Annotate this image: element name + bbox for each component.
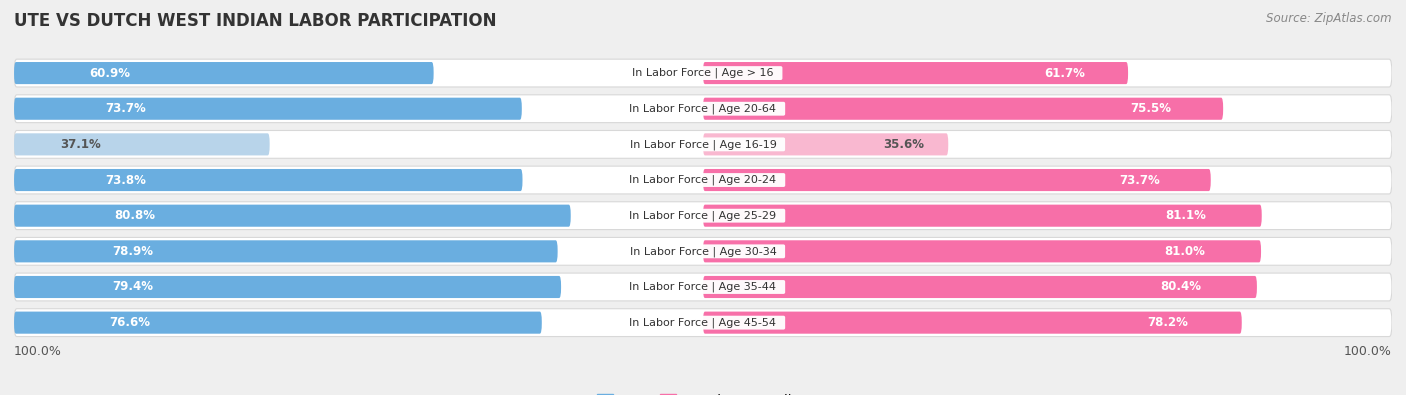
FancyBboxPatch shape: [14, 59, 1392, 87]
FancyBboxPatch shape: [14, 276, 561, 298]
Text: 100.0%: 100.0%: [14, 345, 62, 358]
Text: 80.4%: 80.4%: [1160, 280, 1202, 293]
Text: 73.7%: 73.7%: [105, 102, 146, 115]
Text: 73.7%: 73.7%: [1119, 173, 1160, 186]
Text: 60.9%: 60.9%: [90, 67, 131, 79]
FancyBboxPatch shape: [703, 240, 1261, 262]
Text: In Labor Force | Age 35-44: In Labor Force | Age 35-44: [623, 282, 783, 292]
Text: 78.2%: 78.2%: [1147, 316, 1188, 329]
FancyBboxPatch shape: [703, 169, 1211, 191]
Text: 76.6%: 76.6%: [110, 316, 150, 329]
Text: 35.6%: 35.6%: [883, 138, 924, 151]
Text: 81.1%: 81.1%: [1166, 209, 1206, 222]
FancyBboxPatch shape: [14, 202, 1392, 229]
FancyBboxPatch shape: [14, 273, 1392, 301]
Text: In Labor Force | Age > 16: In Labor Force | Age > 16: [626, 68, 780, 78]
FancyBboxPatch shape: [703, 98, 1223, 120]
Text: In Labor Force | Age 16-19: In Labor Force | Age 16-19: [623, 139, 783, 150]
Text: 73.8%: 73.8%: [105, 173, 146, 186]
FancyBboxPatch shape: [14, 240, 558, 262]
FancyBboxPatch shape: [14, 312, 541, 334]
FancyBboxPatch shape: [14, 62, 433, 84]
Text: 80.8%: 80.8%: [114, 209, 155, 222]
Legend: Ute, Dutch West Indian: Ute, Dutch West Indian: [598, 394, 808, 395]
FancyBboxPatch shape: [703, 276, 1257, 298]
Text: 61.7%: 61.7%: [1045, 67, 1085, 79]
Text: In Labor Force | Age 45-54: In Labor Force | Age 45-54: [623, 318, 783, 328]
FancyBboxPatch shape: [14, 95, 1392, 122]
FancyBboxPatch shape: [14, 134, 270, 155]
Text: In Labor Force | Age 20-64: In Labor Force | Age 20-64: [623, 103, 783, 114]
Text: In Labor Force | Age 20-24: In Labor Force | Age 20-24: [623, 175, 783, 185]
FancyBboxPatch shape: [14, 130, 1392, 158]
Text: 100.0%: 100.0%: [1344, 345, 1392, 358]
Text: In Labor Force | Age 25-29: In Labor Force | Age 25-29: [623, 211, 783, 221]
FancyBboxPatch shape: [14, 309, 1392, 337]
FancyBboxPatch shape: [14, 237, 1392, 265]
Text: 75.5%: 75.5%: [1130, 102, 1171, 115]
FancyBboxPatch shape: [14, 166, 1392, 194]
Text: 78.9%: 78.9%: [112, 245, 153, 258]
Text: Source: ZipAtlas.com: Source: ZipAtlas.com: [1267, 12, 1392, 25]
FancyBboxPatch shape: [14, 98, 522, 120]
Text: UTE VS DUTCH WEST INDIAN LABOR PARTICIPATION: UTE VS DUTCH WEST INDIAN LABOR PARTICIPA…: [14, 12, 496, 30]
FancyBboxPatch shape: [14, 169, 523, 191]
FancyBboxPatch shape: [703, 312, 1241, 334]
FancyBboxPatch shape: [703, 205, 1261, 227]
Text: 79.4%: 79.4%: [112, 280, 153, 293]
FancyBboxPatch shape: [14, 205, 571, 227]
Text: 37.1%: 37.1%: [60, 138, 101, 151]
FancyBboxPatch shape: [703, 134, 948, 155]
Text: 81.0%: 81.0%: [1164, 245, 1205, 258]
Text: In Labor Force | Age 30-34: In Labor Force | Age 30-34: [623, 246, 783, 257]
FancyBboxPatch shape: [703, 62, 1128, 84]
